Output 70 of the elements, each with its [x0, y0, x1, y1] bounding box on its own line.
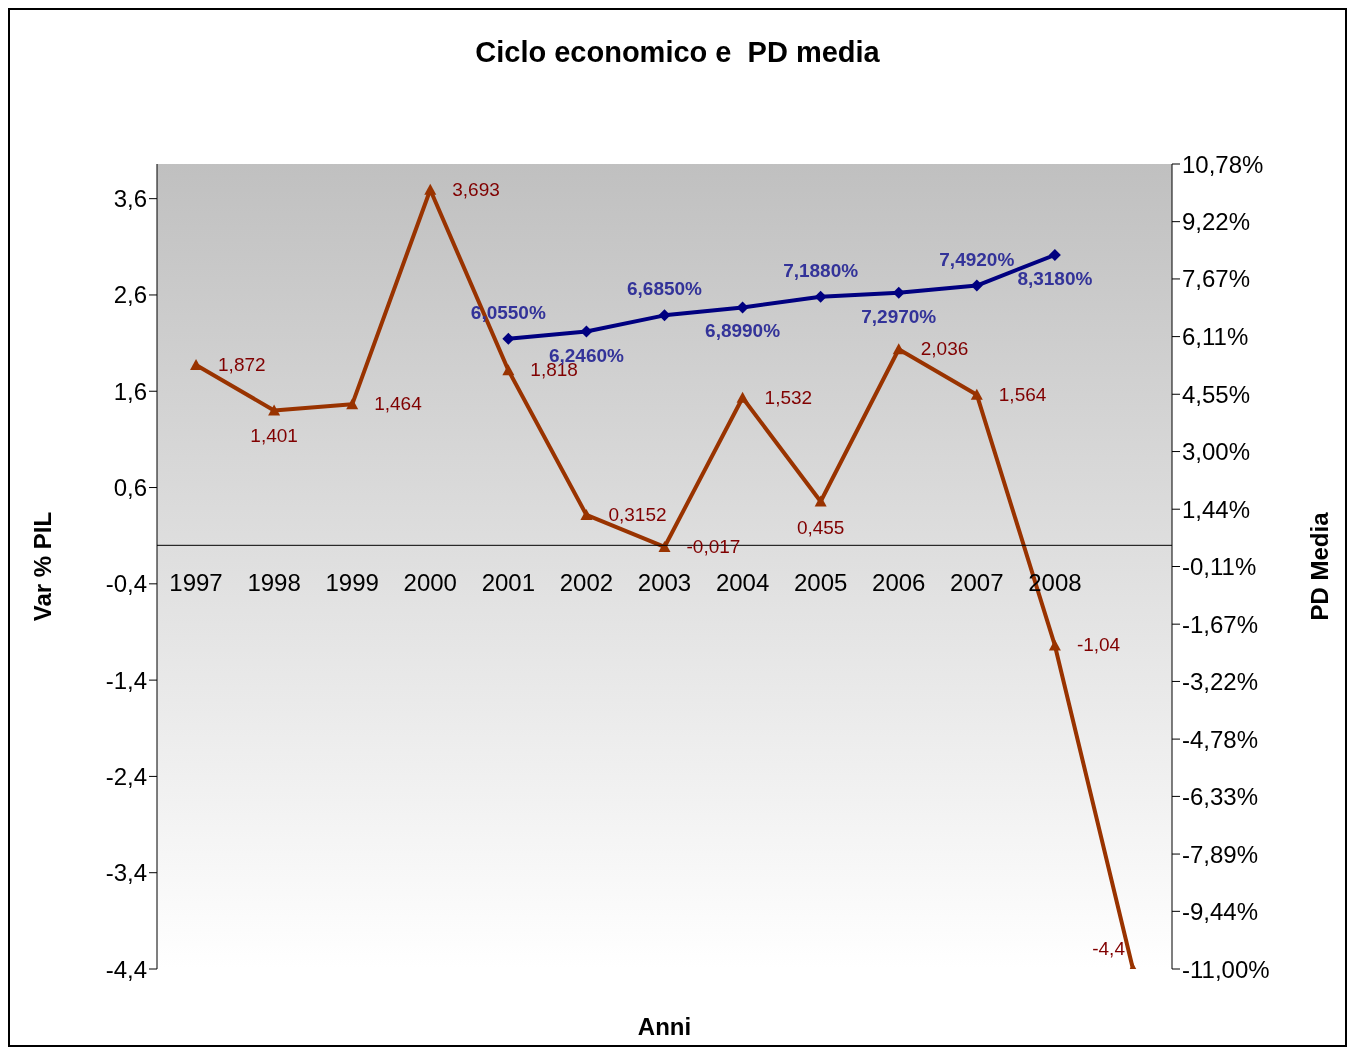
x-tick-label: 1998 — [247, 569, 301, 597]
data-label: 7,2970% — [861, 305, 937, 327]
x-axis-title: Anni — [637, 1013, 692, 1040]
y-tick-label: -1,4 — [105, 666, 147, 694]
point — [658, 309, 671, 322]
y-tick-label: -4,4 — [105, 955, 147, 983]
data-label: 0,455 — [796, 516, 845, 538]
x-tick-label: 2005 — [793, 569, 848, 597]
x-tick-label: 2006 — [872, 569, 926, 597]
data-label: 1,872 — [218, 354, 266, 376]
y2-tick-label: -6,33% — [1182, 782, 1259, 810]
x-tick-label: 2001 — [481, 569, 536, 597]
x-tick-label: 1997 — [169, 569, 223, 597]
data-label: 1,532 — [764, 386, 813, 408]
y2-tick-label: -9,44% — [1182, 897, 1259, 925]
y2-tick-label: 10,78% — [1182, 150, 1264, 178]
point — [658, 540, 671, 552]
y2-axis-title: PD Media — [1305, 511, 1333, 621]
data-label: 1,401 — [250, 425, 298, 447]
y2-tick-label: 9,22% — [1182, 208, 1251, 236]
y-tick-label: -2,4 — [105, 762, 147, 790]
y2-tick-label: 4,55% — [1182, 380, 1251, 408]
data-label: -4,4 — [1092, 938, 1126, 959]
x-tick-label: 1999 — [325, 569, 379, 597]
x-tick-label: 2000 — [403, 569, 457, 597]
y-tick-label: 0,6 — [113, 474, 147, 502]
point — [1048, 639, 1061, 651]
data-label: 3,693 — [452, 178, 500, 200]
x-tick-label: 2004 — [715, 569, 770, 597]
data-label: 6,8990% — [705, 320, 781, 342]
data-label: 0,3152 — [608, 503, 667, 525]
point — [580, 508, 593, 520]
y-tick-label: -3,4 — [105, 859, 147, 887]
data-label: 1,464 — [374, 393, 423, 415]
y2-tick-label: -11,00% — [1182, 955, 1270, 983]
point — [346, 398, 359, 410]
y-tick-label: 3,6 — [113, 185, 147, 213]
y2-tick-label: -1,67% — [1182, 610, 1259, 638]
data-label: 1,564 — [998, 383, 1047, 405]
data-label: 6,6850% — [626, 278, 703, 300]
point — [502, 364, 515, 376]
y2-tick-label: -7,89% — [1182, 840, 1259, 868]
point — [814, 495, 827, 507]
data-label: 2,036 — [920, 338, 969, 360]
y2-tick-label: -3,22% — [1182, 667, 1259, 695]
y-axis-title: Var % PIL — [28, 511, 56, 622]
data-label: 8,3180% — [1017, 268, 1093, 289]
chart-title: Ciclo economico e PD media — [474, 36, 881, 69]
data-label: -1,04 — [1076, 634, 1121, 656]
point — [970, 388, 983, 400]
y2-tick-label: 1,44% — [1182, 495, 1251, 523]
point — [424, 183, 437, 195]
point — [892, 343, 905, 355]
y2-tick-label: -4,78% — [1182, 725, 1259, 753]
point — [1048, 249, 1061, 261]
y-tick-label: 2,6 — [113, 281, 147, 309]
x-tick-label: 2002 — [559, 569, 614, 597]
point — [814, 290, 827, 303]
y2-tick-label: -0,11% — [1182, 553, 1257, 581]
y2-tick-label: 7,67% — [1182, 265, 1251, 293]
x-tick-label: 2007 — [950, 569, 1004, 597]
point — [736, 391, 749, 403]
y-tick-label: 1,6 — [113, 377, 147, 405]
y2-tick-label: 3,00% — [1182, 438, 1251, 466]
y2-tick-label: 6,11% — [1182, 323, 1249, 351]
data-label: 7,4920% — [939, 248, 1015, 270]
point — [268, 404, 281, 416]
x-tick-label: 2003 — [637, 569, 692, 597]
y-tick-label: -0,4 — [105, 570, 147, 598]
data-label: 7,1880% — [783, 259, 859, 281]
